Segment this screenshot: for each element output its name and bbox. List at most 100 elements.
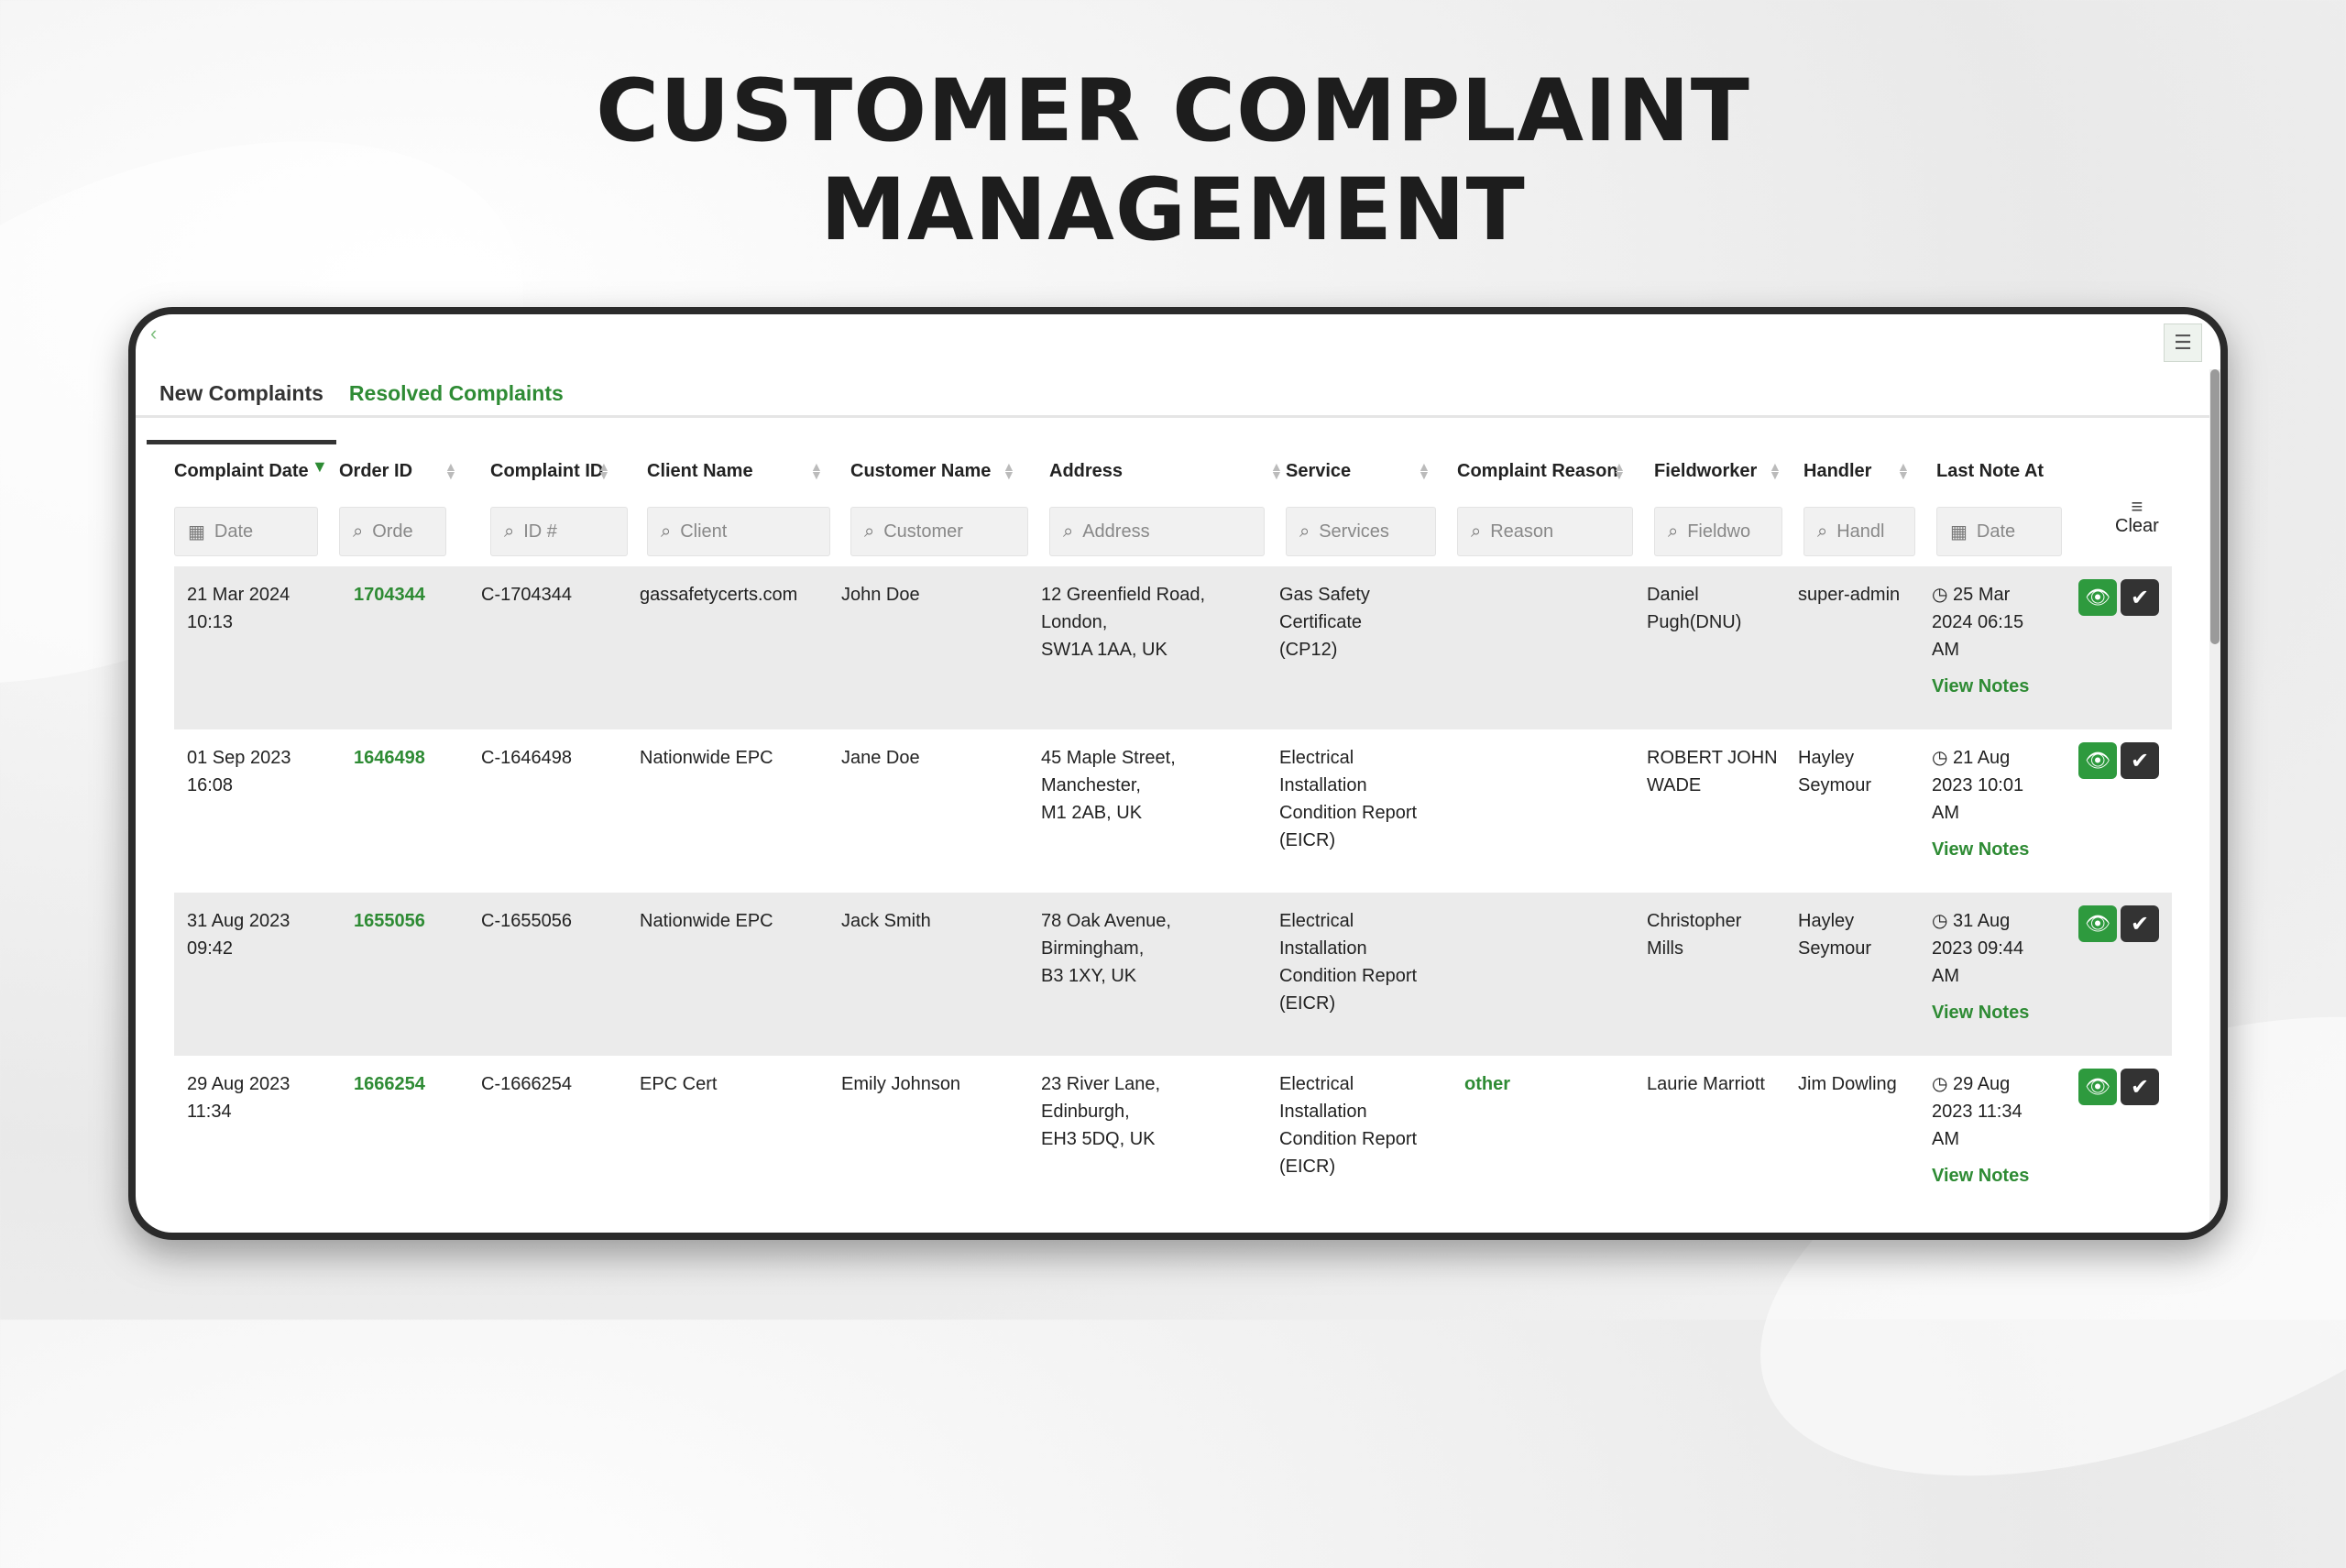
clear-filters-button[interactable]: ≡ Clear	[2115, 497, 2159, 537]
filter-client-name[interactable]: ⌕ Client	[647, 507, 830, 556]
order-id-link[interactable]: 1666254	[354, 1074, 425, 1094]
filter-placeholder: Address	[1082, 521, 1150, 542]
resolve-complaint-button[interactable]: ✔	[2121, 579, 2159, 616]
client-name-cell: Nationwide EPC	[640, 748, 773, 768]
sort-icon[interactable]: ▲ ▼	[1270, 459, 1283, 482]
order-id-link[interactable]: 1704344	[354, 585, 425, 605]
view-complaint-button[interactable]: 👁	[2078, 579, 2117, 616]
complaint-date-cell: 01 Sep 2023 16:08	[187, 748, 291, 795]
column-header-service[interactable]: Service	[1286, 461, 1352, 481]
view-notes-link[interactable]: View Notes	[1932, 676, 2030, 696]
view-complaint-button[interactable]: 👁	[2078, 905, 2117, 942]
sort-icon[interactable]: ▼	[312, 457, 328, 476]
resolve-complaint-button[interactable]: ✔	[2121, 742, 2159, 779]
column-header-customer-name[interactable]: Customer Name	[850, 461, 992, 481]
search-icon: ⌕	[864, 521, 875, 542]
tab-resolved-complaints[interactable]: Resolved Complaints	[348, 381, 564, 405]
last-note-text: 31 Aug 2023 09:44 AM	[1932, 911, 2024, 986]
filter-placeholder: Reason	[1490, 521, 1554, 542]
table-row: 29 Aug 2023 11:34 1666254 C-1666254 EPC Cer…	[174, 1056, 2172, 1219]
column-header-address[interactable]: Address	[1049, 461, 1124, 481]
filter-order-id[interactable]: ⌕ Orde	[339, 507, 446, 556]
column-header-last-note-at[interactable]: Last Note At	[1936, 461, 2045, 481]
sort-icon[interactable]: ▲ ▼	[1418, 459, 1431, 482]
handler-cell: super-admin	[1798, 585, 1901, 605]
sort-icon[interactable]: ▲ ▼	[810, 459, 823, 482]
eye-icon: 👁	[2085, 912, 2110, 935]
last-note-text: 25 Mar 2024 06:15 AM	[1932, 585, 2024, 660]
eye-icon: 👁	[2085, 586, 2110, 609]
scrollbar-thumb[interactable]	[2210, 369, 2220, 644]
page-title-line-1: CUSTOMER COMPLAINT	[596, 61, 1750, 161]
view-notes-link[interactable]: View Notes	[1932, 1003, 2030, 1023]
filter-customer-name[interactable]: ⌕ Customer	[850, 507, 1028, 556]
view-complaint-button[interactable]: 👁	[2078, 1069, 2117, 1105]
filter-complaint-reason[interactable]: ⌕ Reason	[1457, 507, 1633, 556]
column-header-order-id[interactable]: Order ID	[339, 461, 413, 481]
tab-new-complaints[interactable]: New Complaints	[147, 381, 336, 444]
column-header-handler[interactable]: Handler	[1803, 461, 1872, 481]
sort-icon[interactable]: ▲ ▼	[597, 459, 610, 482]
column-header-complaint-reason[interactable]: Complaint Reason	[1457, 461, 1618, 481]
order-id-link[interactable]: 1655056	[354, 911, 425, 931]
complaint-tabs: New Complaints Resolved Complaints	[147, 342, 576, 444]
customer-name-cell: Jack Smith	[841, 911, 931, 931]
fieldworker-cell: Christopher Mills	[1647, 911, 1742, 959]
filter-placeholder: Fieldwo	[1687, 521, 1751, 542]
check-icon: ✔	[2130, 585, 2150, 610]
view-complaint-button[interactable]: 👁	[2078, 742, 2117, 779]
sort-icon[interactable]: ▲ ▼	[1003, 459, 1015, 482]
last-note-cell: ◷ 29 Aug 2023 11:34 AM	[1932, 1070, 2023, 1153]
service-cell: Gas Safety Certificate (CP12)	[1279, 585, 1370, 660]
search-icon: ⌕	[1299, 521, 1310, 542]
fieldworker-cell: Daniel Pugh(DNU)	[1647, 585, 1742, 632]
filter-service[interactable]: ⌕ Services	[1286, 507, 1436, 556]
complaint-date-cell: 21 Mar 2024 10:13	[187, 585, 291, 632]
clear-label: Clear	[2115, 516, 2159, 536]
column-header-complaint-date[interactable]: Complaint Date	[174, 461, 309, 481]
view-notes-link[interactable]: View Notes	[1932, 839, 2030, 860]
address-cell: 45 Maple Street, Manchester, M1 2AB, UK	[1041, 748, 1176, 823]
filter-complaint-id[interactable]: ⌕ ID #	[490, 507, 628, 556]
page-title-line-2: MANAGEMENT	[820, 160, 1526, 260]
filter-complaint-date[interactable]: ▦ Date	[174, 507, 318, 556]
last-note-cell: ◷ 21 Aug 2023 10:01 AM	[1932, 744, 2023, 827]
filter-last-note-at[interactable]: ▦ Date	[1936, 507, 2062, 556]
sort-icon[interactable]: ▲ ▼	[1897, 459, 1910, 482]
sort-icon[interactable]: ▲ ▼	[1613, 459, 1626, 482]
handler-cell: Hayley Seymour	[1798, 748, 1872, 795]
search-icon: ⌕	[353, 521, 364, 542]
resolve-complaint-button[interactable]: ✔	[2121, 1069, 2159, 1105]
resolve-complaint-button[interactable]: ✔	[2121, 905, 2159, 942]
customer-name-cell: John Doe	[841, 585, 920, 605]
filter-address[interactable]: ⌕ Address	[1049, 507, 1265, 556]
service-cell: Electrical Installation Condition Report…	[1279, 748, 1418, 850]
vertical-scrollbar[interactable]	[2209, 369, 2220, 1233]
filter-placeholder: Orde	[372, 521, 413, 542]
complaint-date-cell: 31 Aug 2023 09:42	[187, 911, 291, 959]
calendar-icon: ▦	[1950, 521, 1968, 543]
filter-handler[interactable]: ⌕ Handl	[1803, 507, 1915, 556]
complaint-id-cell: C-1655056	[481, 911, 572, 931]
customer-name-cell: Jane Doe	[841, 748, 920, 768]
column-header-fieldworker[interactable]: Fieldworker	[1654, 461, 1758, 481]
view-notes-link[interactable]: View Notes	[1932, 1166, 2030, 1186]
handler-cell: Hayley Seymour	[1798, 911, 1872, 959]
sort-icon[interactable]: ▲ ▼	[1769, 459, 1781, 482]
search-icon: ⌕	[1817, 521, 1828, 542]
complaint-id-cell: C-1666254	[481, 1074, 572, 1094]
sort-icon[interactable]: ▲ ▼	[444, 459, 457, 482]
filter-placeholder: ID #	[523, 521, 557, 542]
address-cell: 23 River Lane, Edinburgh, EH3 5DQ, UK	[1041, 1074, 1161, 1149]
client-name-cell: Nationwide EPC	[640, 911, 773, 931]
column-list-icon[interactable]: ☰	[2164, 323, 2202, 362]
chevron-left-icon[interactable]: ‹	[150, 322, 158, 345]
column-header-complaint-id[interactable]: Complaint ID	[490, 461, 604, 481]
tabs-divider	[136, 415, 2220, 418]
clock-icon: ◷	[1932, 748, 1954, 768]
column-header-client-name[interactable]: Client Name	[647, 461, 753, 481]
filter-fieldworker[interactable]: ⌕ Fieldwo	[1654, 507, 1782, 556]
complaint-id-cell: C-1704344	[481, 585, 572, 605]
clock-icon: ◷	[1932, 1074, 1954, 1094]
order-id-link[interactable]: 1646498	[354, 748, 425, 768]
